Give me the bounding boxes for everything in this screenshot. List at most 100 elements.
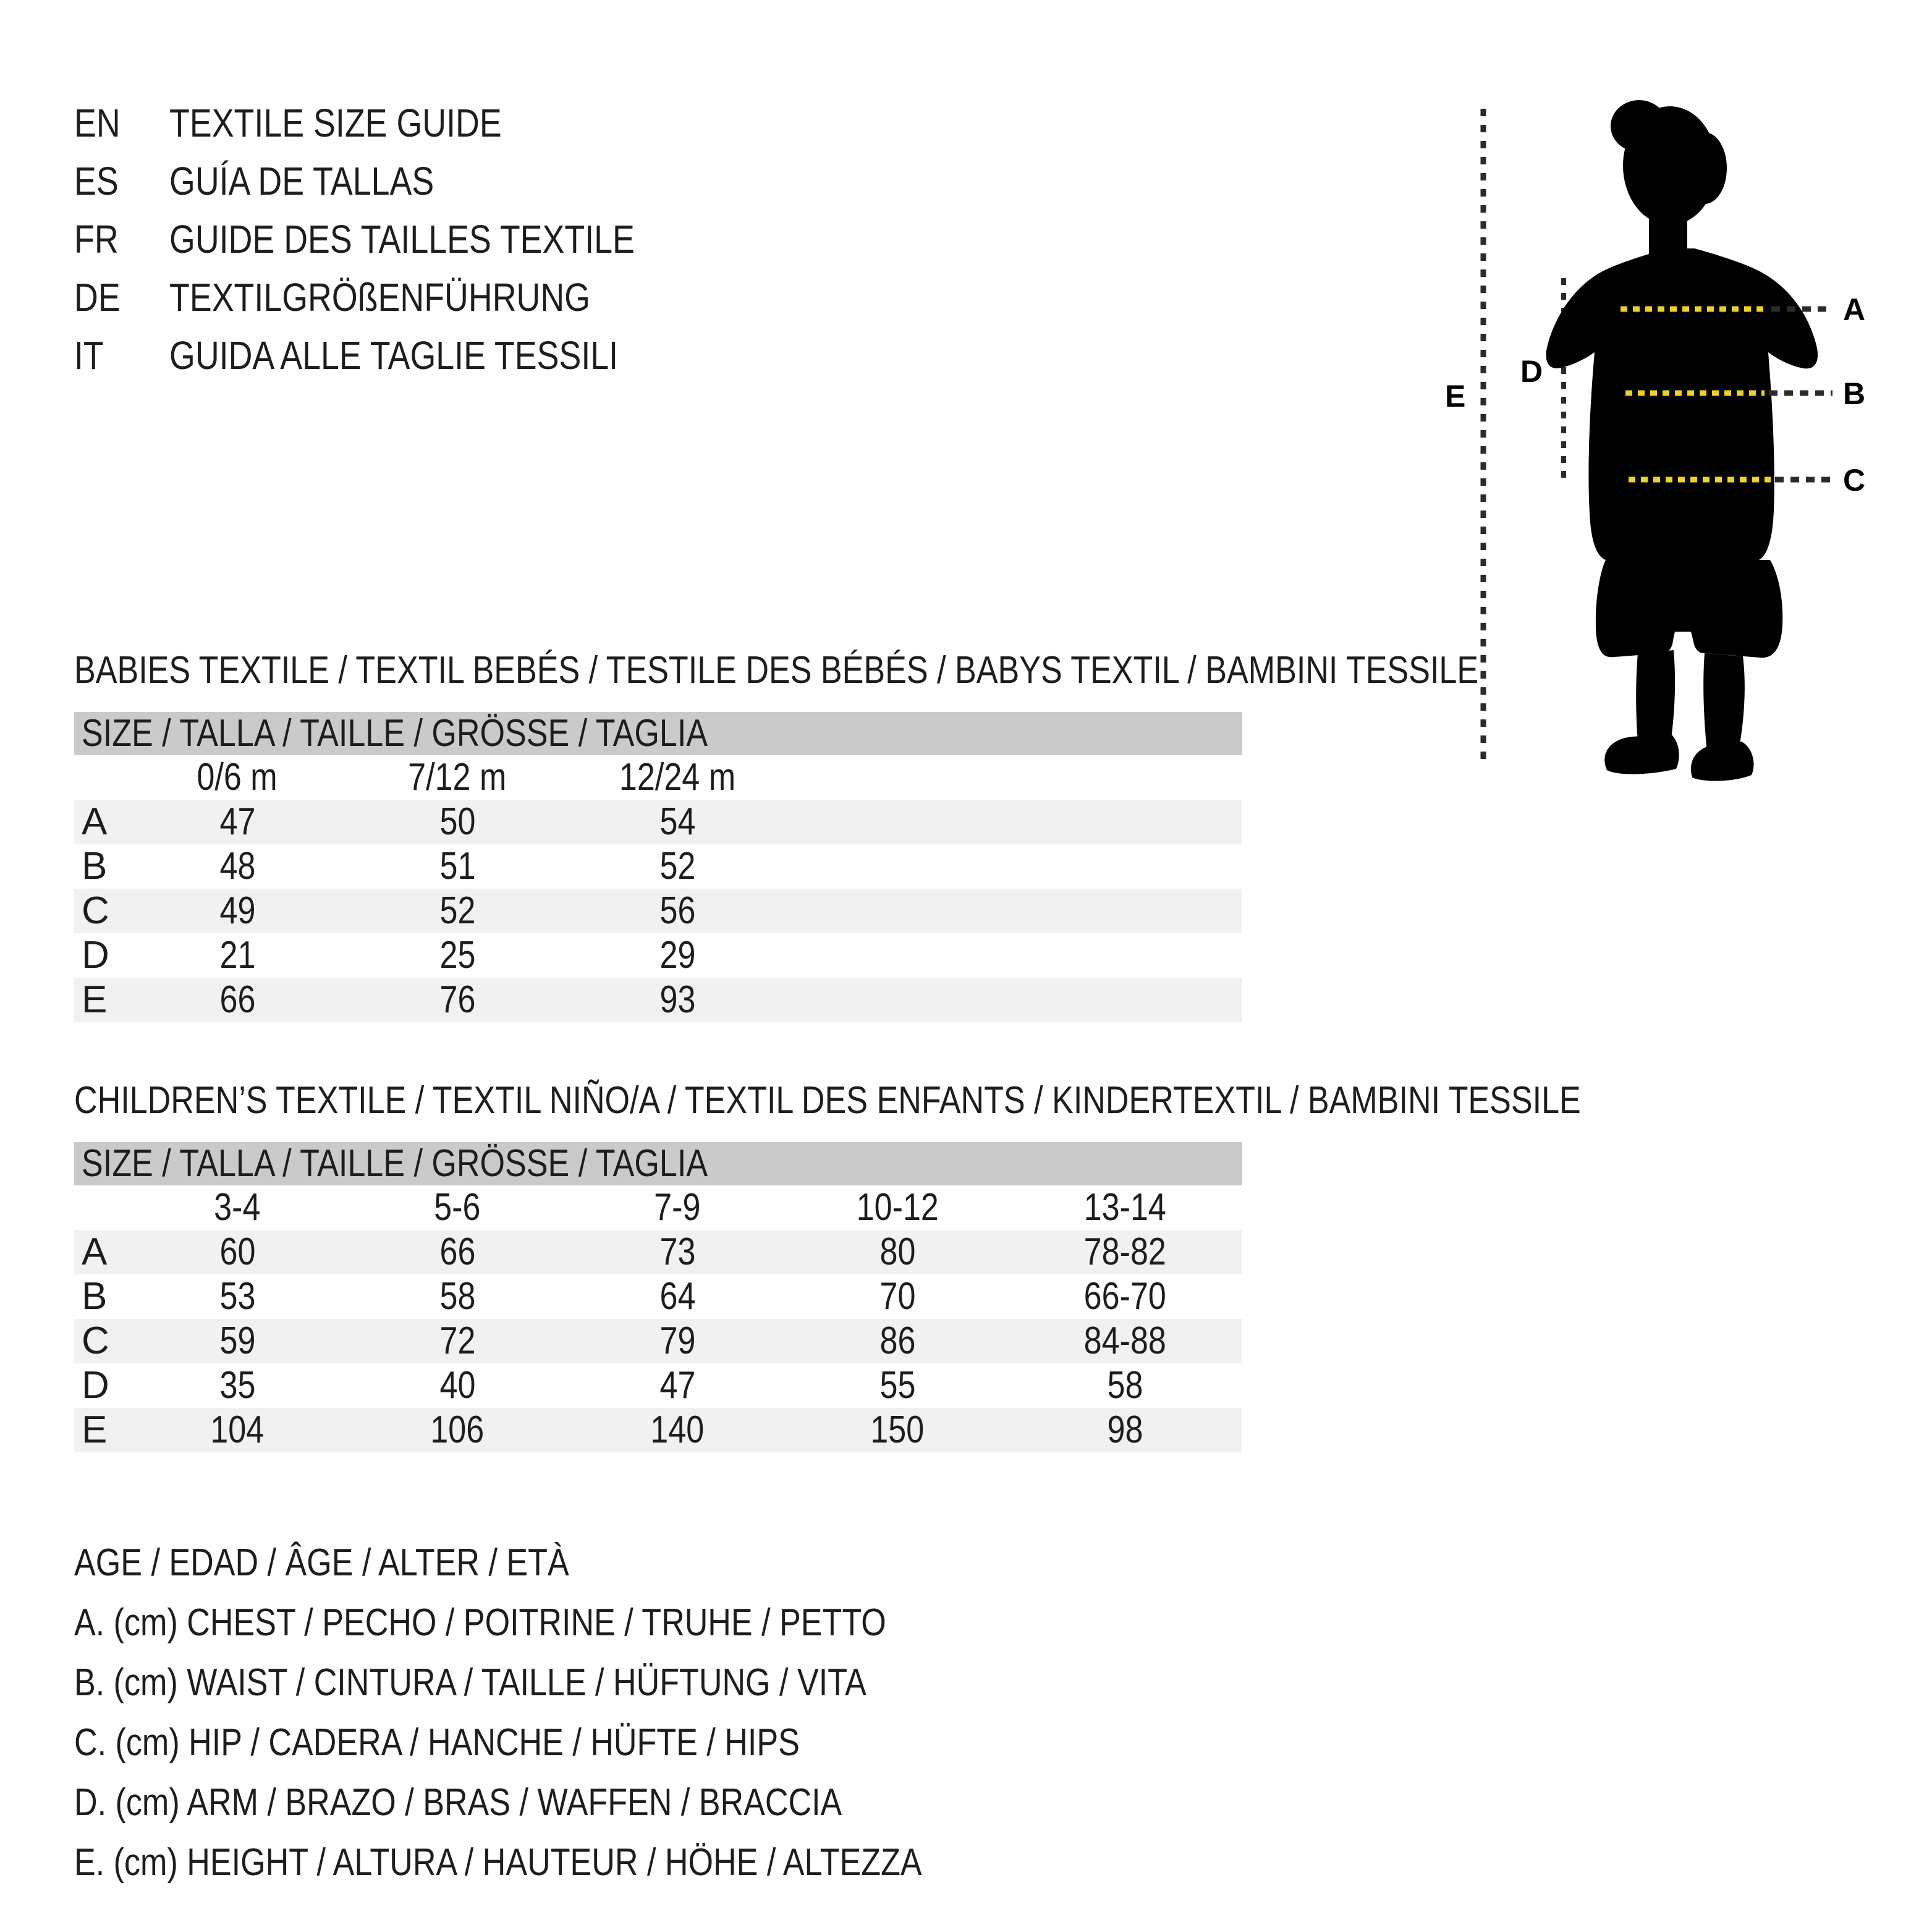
lang-code: EN xyxy=(74,101,121,145)
table-cell: 56 xyxy=(659,889,695,932)
table-row: B 48 51 52 xyxy=(74,844,1242,889)
table-cell: 58 xyxy=(439,1275,475,1318)
child-silhouette xyxy=(1546,100,1818,781)
legend-arm: D. (cm) ARM / BRAZO / BRAS / WAFFEN / BR… xyxy=(74,1781,842,1824)
guide-title-en: TEXTILE SIZE GUIDE xyxy=(169,101,502,145)
table-cell: 76 xyxy=(439,978,475,1021)
table-row: A 47 50 54 xyxy=(74,800,1242,844)
legend-chest: A. (cm) CHEST / PECHO / POITRINE / TRUHE… xyxy=(74,1601,886,1644)
measurement-legend: AGE / EDAD / ÂGE / ALTER / ETÀ A. (cm) C… xyxy=(74,1541,1310,1888)
table-cell: 48 xyxy=(219,845,255,888)
table-cell: 78-82 xyxy=(1083,1231,1166,1273)
table-row: C 49 52 56 xyxy=(74,889,1242,933)
table-cell: 35 xyxy=(219,1364,255,1407)
children-table-header-bar: SIZE / TALLA / TAILLE / GRÖSSE / TAGLIA xyxy=(74,1142,1242,1185)
guide-title-de: TEXTILGRÖßENFÜHRUNG xyxy=(169,275,590,320)
table-cell: 106 xyxy=(430,1409,485,1451)
col-header: 13-14 xyxy=(1083,1186,1166,1229)
table-cell: 53 xyxy=(219,1275,255,1318)
table-row: A 60 66 73 80 78-82 xyxy=(74,1230,1242,1274)
row-label: D xyxy=(82,934,109,977)
table-cell: 47 xyxy=(219,800,255,843)
row-label: B xyxy=(82,1275,108,1318)
row-label: C xyxy=(82,1320,109,1362)
table-cell: 80 xyxy=(879,1231,915,1273)
babies-col-header-row: 0/6 m 7/12 m 12/24 m xyxy=(74,755,1242,800)
table-cell: 72 xyxy=(439,1320,475,1362)
waist-b-label: B xyxy=(1843,376,1865,411)
row-label: D xyxy=(82,1364,109,1407)
row-label: A xyxy=(82,800,108,843)
col-header: 3-4 xyxy=(214,1186,261,1229)
table-row: E 66 76 93 xyxy=(74,978,1242,1022)
table-cell: 51 xyxy=(439,845,475,888)
col-header: 10-12 xyxy=(856,1186,939,1229)
child-measurement-diagram: A B C D E xyxy=(1445,100,1865,781)
row-label: E xyxy=(82,1409,108,1451)
table-cell: 140 xyxy=(650,1409,705,1451)
table-cell: 66 xyxy=(219,978,255,1021)
table-cell: 150 xyxy=(870,1409,925,1451)
table-cell: 64 xyxy=(659,1275,695,1318)
height-e-label: E xyxy=(1445,379,1465,413)
chest-a-label: A xyxy=(1843,292,1865,327)
table-cell: 47 xyxy=(659,1364,695,1407)
legend-hip: C. (cm) HIP / CADERA / HANCHE / HÜFTE / … xyxy=(74,1721,800,1764)
legend-age: AGE / EDAD / ÂGE / ALTER / ETÀ xyxy=(74,1541,569,1584)
table-row: D 21 25 29 xyxy=(74,933,1242,978)
table-cell: 52 xyxy=(659,845,695,888)
guide-title-es: GUÍA DE TALLAS xyxy=(169,159,434,203)
guide-title-fr: GUIDE DES TAILLES TEXTILE xyxy=(169,217,635,261)
table-cell: 52 xyxy=(439,889,475,932)
hip-c-label: C xyxy=(1843,463,1865,498)
table-cell: 79 xyxy=(659,1320,695,1362)
col-header: 0/6 m xyxy=(197,756,278,799)
children-section-title: CHILDREN’S TEXTILE / TEXTIL NIÑO/A / TEX… xyxy=(74,1079,1581,1122)
table-cell: 21 xyxy=(219,934,255,977)
row-label: B xyxy=(82,845,108,888)
table-cell: 86 xyxy=(879,1320,915,1362)
table-cell: 55 xyxy=(879,1364,915,1407)
lang-code: IT xyxy=(74,333,104,378)
table-cell: 29 xyxy=(659,934,695,977)
lang-code: DE xyxy=(74,275,121,320)
table-cell: 66 xyxy=(439,1231,475,1273)
table-cell: 84-88 xyxy=(1083,1320,1166,1362)
babies-size-table: SIZE / TALLA / TAILLE / GRÖSSE / TAGLIA … xyxy=(74,712,1242,1022)
table-cell: 66-70 xyxy=(1083,1275,1166,1318)
guide-title-it: GUIDA ALLE TAGLIE TESSILI xyxy=(169,333,619,378)
children-size-table: SIZE / TALLA / TAILLE / GRÖSSE / TAGLIA … xyxy=(74,1142,1242,1452)
col-header: 7-9 xyxy=(654,1186,701,1229)
table-cell: 73 xyxy=(659,1231,695,1273)
babies-section-title: BABIES TEXTILE / TEXTIL BEBÉS / TESTILE … xyxy=(74,649,1479,692)
table-row: D 35 40 47 55 58 xyxy=(74,1363,1242,1408)
table-cell: 54 xyxy=(659,800,695,843)
arm-d-label: D xyxy=(1520,354,1543,389)
col-header: 5-6 xyxy=(434,1186,481,1229)
table-cell: 98 xyxy=(1107,1409,1143,1451)
children-col-header-row: 3-4 5-6 7-9 10-12 13-14 xyxy=(74,1185,1242,1230)
table-row: C 59 72 79 86 84-88 xyxy=(74,1319,1242,1363)
table-cell: 25 xyxy=(439,934,475,977)
row-label: A xyxy=(82,1231,108,1273)
row-label: C xyxy=(82,889,109,932)
babies-table-header-bar: SIZE / TALLA / TAILLE / GRÖSSE / TAGLIA xyxy=(74,712,1242,755)
table-cell: 49 xyxy=(219,889,255,932)
col-header: 12/24 m xyxy=(619,756,736,799)
legend-waist: B. (cm) WAIST / CINTURA / TAILLE / HÜFTU… xyxy=(74,1661,866,1704)
col-header: 7/12 m xyxy=(408,756,507,799)
table-cell: 70 xyxy=(879,1275,915,1318)
legend-height: E. (cm) HEIGHT / ALTURA / HAUTEUR / HÖHE… xyxy=(74,1841,922,1884)
row-label: E xyxy=(82,978,108,1021)
table-cell: 104 xyxy=(210,1409,265,1451)
table-cell: 50 xyxy=(439,800,475,843)
lang-code: ES xyxy=(74,159,119,203)
table-cell: 40 xyxy=(439,1364,475,1407)
table-cell: 59 xyxy=(219,1320,255,1362)
table-row: B 53 58 64 70 66-70 xyxy=(74,1274,1242,1319)
lang-code: FR xyxy=(74,217,119,261)
table-cell: 58 xyxy=(1107,1364,1143,1407)
table-cell: 93 xyxy=(659,978,695,1021)
table-row: E 104 106 140 150 98 xyxy=(74,1408,1242,1452)
